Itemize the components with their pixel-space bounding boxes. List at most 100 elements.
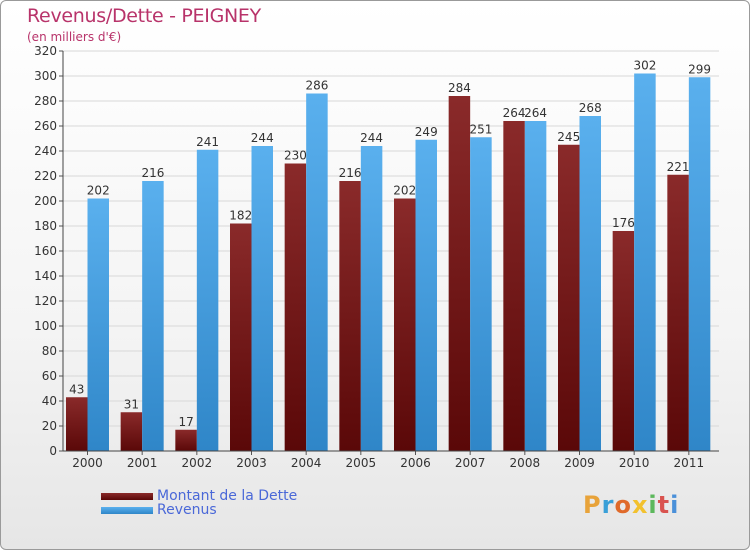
bar-revenus xyxy=(360,146,383,451)
bar-revenus xyxy=(688,77,711,451)
data-labels: 43 31 17 182 230 216 202 284 264 245 176 221 202 216 2… xyxy=(69,59,711,429)
y-tick-label: 120 xyxy=(34,294,57,308)
data-label: 230 xyxy=(284,149,307,163)
bar-debt xyxy=(284,163,307,451)
y-tick-label: 40 xyxy=(42,394,57,408)
x-axis-ticks: 2000 2001 2002 2003 2004 2005 2006 2007 2008 2009… xyxy=(72,451,704,470)
data-label: 244 xyxy=(251,131,274,145)
bar-revenus xyxy=(251,146,273,451)
bar-debt xyxy=(558,144,580,451)
data-label: 284 xyxy=(448,81,471,95)
x-tick-label: 2004 xyxy=(291,456,322,470)
legend-label-debt: Montant de la Dette xyxy=(157,488,298,504)
y-tick-label: 0 xyxy=(49,444,57,458)
legend-label-revenus: Revenus xyxy=(157,502,217,518)
data-label: 202 xyxy=(87,184,110,198)
logo-letter: x xyxy=(631,491,649,519)
bar-revenus xyxy=(470,137,492,451)
data-label: 249 xyxy=(415,125,438,139)
x-tick-label: 2010 xyxy=(619,456,650,470)
bar-debt xyxy=(503,121,525,451)
y-tick-label: 320 xyxy=(34,44,57,58)
axes xyxy=(62,51,719,452)
x-tick-label: 2002 xyxy=(182,456,213,470)
logo-letter: r xyxy=(601,491,615,519)
x-tick-label: 2006 xyxy=(400,456,431,470)
bar-debt xyxy=(394,198,416,451)
y-tick-label: 200 xyxy=(34,194,57,208)
proxiti-logo: Proxiti xyxy=(583,491,679,519)
y-tick-label: 220 xyxy=(34,169,57,183)
logo-letter: t xyxy=(657,491,671,519)
x-tick-label: 2008 xyxy=(510,456,541,470)
y-tick-label: 180 xyxy=(34,219,57,233)
chart-subtitle: (en milliers d'€) xyxy=(27,30,122,44)
bar-debt xyxy=(175,429,197,451)
data-label: 241 xyxy=(196,135,219,149)
data-label: 244 xyxy=(360,131,383,145)
data-label: 17 xyxy=(178,415,193,429)
x-tick-label: 2003 xyxy=(236,456,267,470)
bar-revenus xyxy=(579,116,601,451)
data-label: 202 xyxy=(393,184,416,198)
data-label: 43 xyxy=(69,382,84,396)
data-label: 31 xyxy=(124,397,139,411)
y-axis-ticks: 0 20 40 60 80 100 120 140 160 180 200 220 240 260 280 3… xyxy=(34,44,63,458)
bar-revenus xyxy=(196,149,219,451)
bar-debt xyxy=(230,223,252,451)
data-label: 216 xyxy=(141,166,164,180)
data-label: 302 xyxy=(633,59,656,73)
data-label: 221 xyxy=(667,160,690,174)
y-tick-label: 240 xyxy=(34,144,57,158)
legend-swatch-debt xyxy=(101,492,153,500)
y-tick-label: 260 xyxy=(34,119,57,133)
logo-letter: P xyxy=(583,491,602,519)
data-label: 264 xyxy=(503,106,526,120)
x-tick-label: 2005 xyxy=(346,456,377,470)
x-tick-label: 2009 xyxy=(564,456,595,470)
bar-debt xyxy=(66,397,88,451)
data-label: 286 xyxy=(305,79,328,93)
logo-letter: o xyxy=(614,491,632,519)
logo-letter: i xyxy=(648,491,658,519)
x-tick-label: 2007 xyxy=(455,456,486,470)
chart-title: Revenus/Dette - PEIGNEY xyxy=(27,5,261,27)
legend-item-revenus: Revenus xyxy=(101,502,217,518)
data-label: 299 xyxy=(688,62,711,76)
bar-debt xyxy=(448,96,471,451)
grid-lines xyxy=(63,50,719,452)
y-tick-label: 20 xyxy=(42,419,57,433)
bars xyxy=(66,73,711,451)
x-tick-label: 2011 xyxy=(674,456,705,470)
bar-revenus xyxy=(306,93,328,451)
x-tick-label: 2000 xyxy=(72,456,103,470)
data-label: 245 xyxy=(557,130,580,144)
y-tick-label: 60 xyxy=(42,369,57,383)
data-label: 268 xyxy=(579,101,602,115)
bar-revenus xyxy=(142,181,164,451)
bar-revenus xyxy=(634,73,656,451)
y-tick-label: 300 xyxy=(34,69,57,83)
data-label: 251 xyxy=(469,122,492,136)
data-label: 176 xyxy=(612,216,635,230)
bar-debt xyxy=(120,412,143,451)
y-tick-label: 140 xyxy=(34,269,57,283)
legend-item-debt: Montant de la Dette xyxy=(101,488,297,504)
bar-debt xyxy=(667,174,689,451)
x-tick-label: 2001 xyxy=(127,456,158,470)
legend-swatch-revenus xyxy=(101,506,153,514)
y-tick-label: 80 xyxy=(42,344,57,358)
bar-revenus xyxy=(524,121,547,451)
bar-revenus xyxy=(87,198,109,451)
data-label: 216 xyxy=(339,166,362,180)
y-tick-label: 160 xyxy=(34,244,57,258)
bar-revenus xyxy=(415,139,437,451)
y-tick-label: 100 xyxy=(34,319,57,333)
bar-debt xyxy=(339,181,361,451)
data-label: 182 xyxy=(229,209,252,223)
data-label: 264 xyxy=(524,106,547,120)
y-tick-label: 280 xyxy=(34,94,57,108)
bar-debt xyxy=(612,231,635,451)
